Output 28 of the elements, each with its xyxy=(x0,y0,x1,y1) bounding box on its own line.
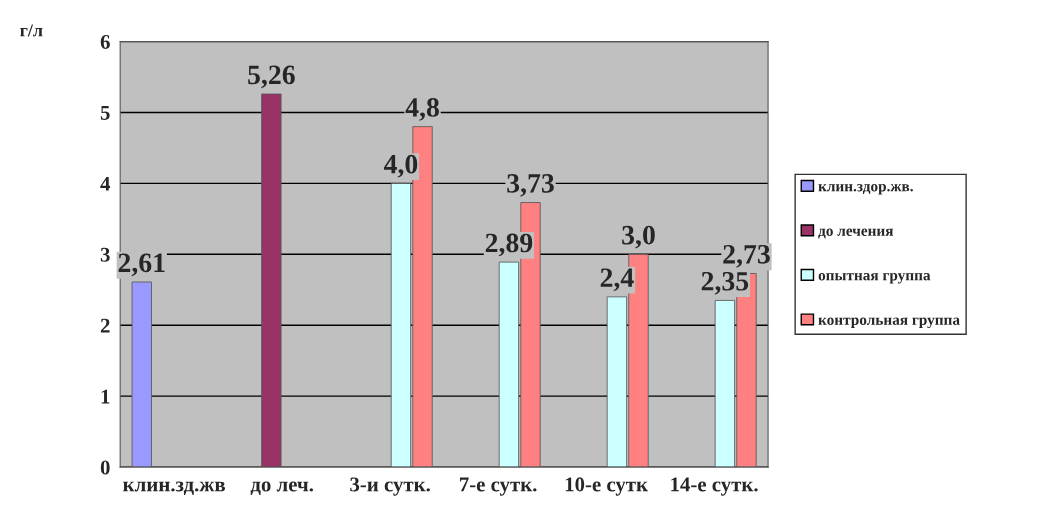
x-tick-label: 7-е сутк. xyxy=(459,477,537,496)
y-tick-label: 2 xyxy=(100,318,110,333)
y-tick-label: 5 xyxy=(100,106,110,120)
data-label: 3,73 xyxy=(507,174,554,197)
x-tick-label: 14-е сутк. xyxy=(671,477,758,496)
x-tick-label: до леч. xyxy=(250,481,313,495)
y-tick-label: 1 xyxy=(101,389,110,404)
data-label: 5,26 xyxy=(248,65,295,89)
legend-label: опытная группа xyxy=(818,273,931,284)
legend-label: до лечения xyxy=(818,228,894,239)
data-label: 4,8 xyxy=(405,98,439,121)
y-tick-label: 6 xyxy=(100,34,110,49)
data-label: 2,73 xyxy=(723,244,770,268)
x-tick-label: клин.зд.жв xyxy=(123,481,226,495)
legend-label: контрольная группа xyxy=(818,317,960,329)
data-label: 3,0 xyxy=(622,225,655,249)
legend-label: клин.здор.жв. xyxy=(818,184,913,195)
data-label: 2,61 xyxy=(118,253,165,277)
y-tick-label: 4 xyxy=(100,176,111,191)
y-axis-title: г/л xyxy=(20,24,43,37)
data-label: 2,4 xyxy=(600,268,634,292)
x-tick-label: 3-и сутк. xyxy=(350,477,430,496)
data-label: 2,89 xyxy=(485,233,533,257)
data-label: 4,0 xyxy=(383,154,418,178)
x-tick-label: 10-е сутк xyxy=(565,477,648,496)
y-tick-label: 3 xyxy=(100,247,110,262)
y-tick-label: 0 xyxy=(100,460,110,475)
data-label: 2,35 xyxy=(701,271,749,295)
